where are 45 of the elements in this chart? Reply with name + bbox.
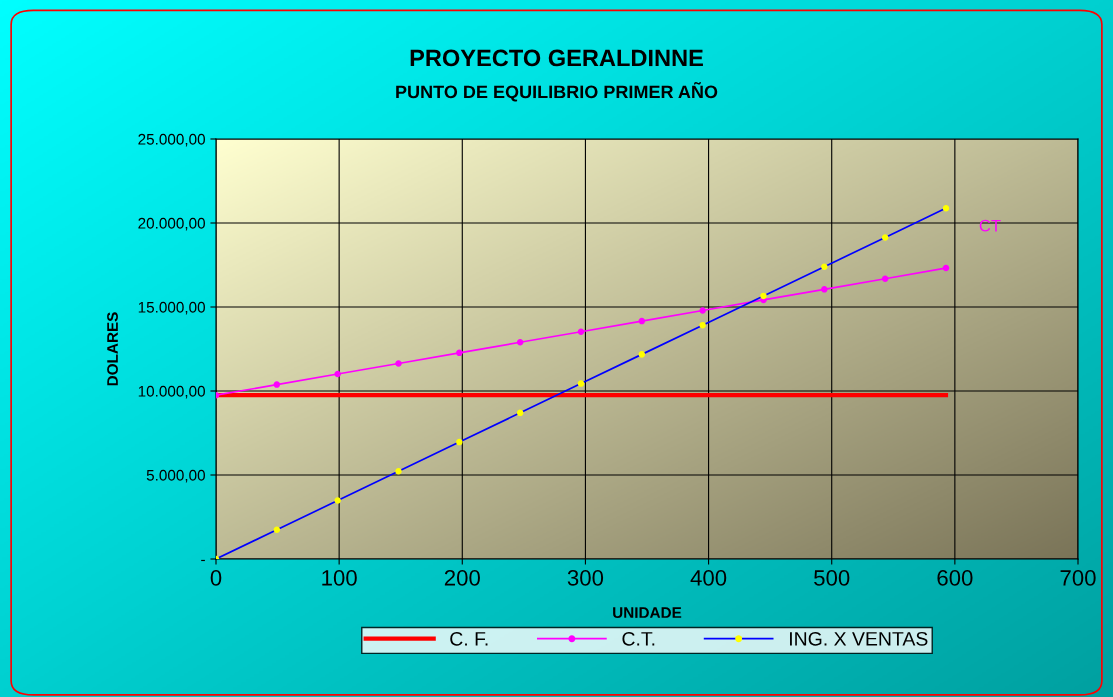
y-tick-label: 15.000,00 [138,301,205,315]
point [821,286,828,293]
x-tick-label: 500 [814,570,850,586]
point [760,292,767,300]
x-axis-title: UNIDADE [613,607,682,619]
point [395,360,402,367]
y-tick-label: 25.000,00 [138,133,205,147]
point [577,380,585,387]
legend-label: ING. X VENTAS [790,631,928,646]
chart-title: PROYECTO GERALDINNE [410,49,703,67]
point [456,438,463,446]
point [942,264,950,272]
x-tick-label: 300 [567,570,604,586]
point [881,275,889,283]
chart-subtitle: PUNTO DE EQUILIBRIO PRIMER AÑO [396,81,718,102]
point [638,351,646,358]
point [699,321,706,329]
point [395,468,402,475]
point [273,526,281,534]
point [881,234,889,241]
x-tick-label: 200 [444,570,480,586]
y-tick-label: 20.000,00 [138,217,205,231]
x-tick-label: 700 [1060,570,1096,586]
x-tick-label: 600 [937,570,973,586]
point [516,409,524,417]
point [699,307,706,314]
point [334,370,341,378]
point [516,339,524,346]
point [942,204,950,212]
point [638,317,646,325]
point [577,328,585,335]
point [334,497,341,504]
legend-label: C. F. [450,631,488,646]
point [273,381,281,388]
legend-label: C.T. [622,631,655,646]
y-tick-label: - [201,559,205,562]
point [456,349,463,357]
y-tick-label: 5.000,00 [146,469,205,483]
x-tick-label: 100 [322,570,357,586]
annotation: CT [979,219,1001,232]
y-tick-label: 10.000,00 [138,385,205,399]
y-axis-title: DOLARES [107,312,118,386]
x-tick-label: 400 [690,570,727,586]
x-tick-label: 0 [210,570,222,586]
point [821,263,828,270]
